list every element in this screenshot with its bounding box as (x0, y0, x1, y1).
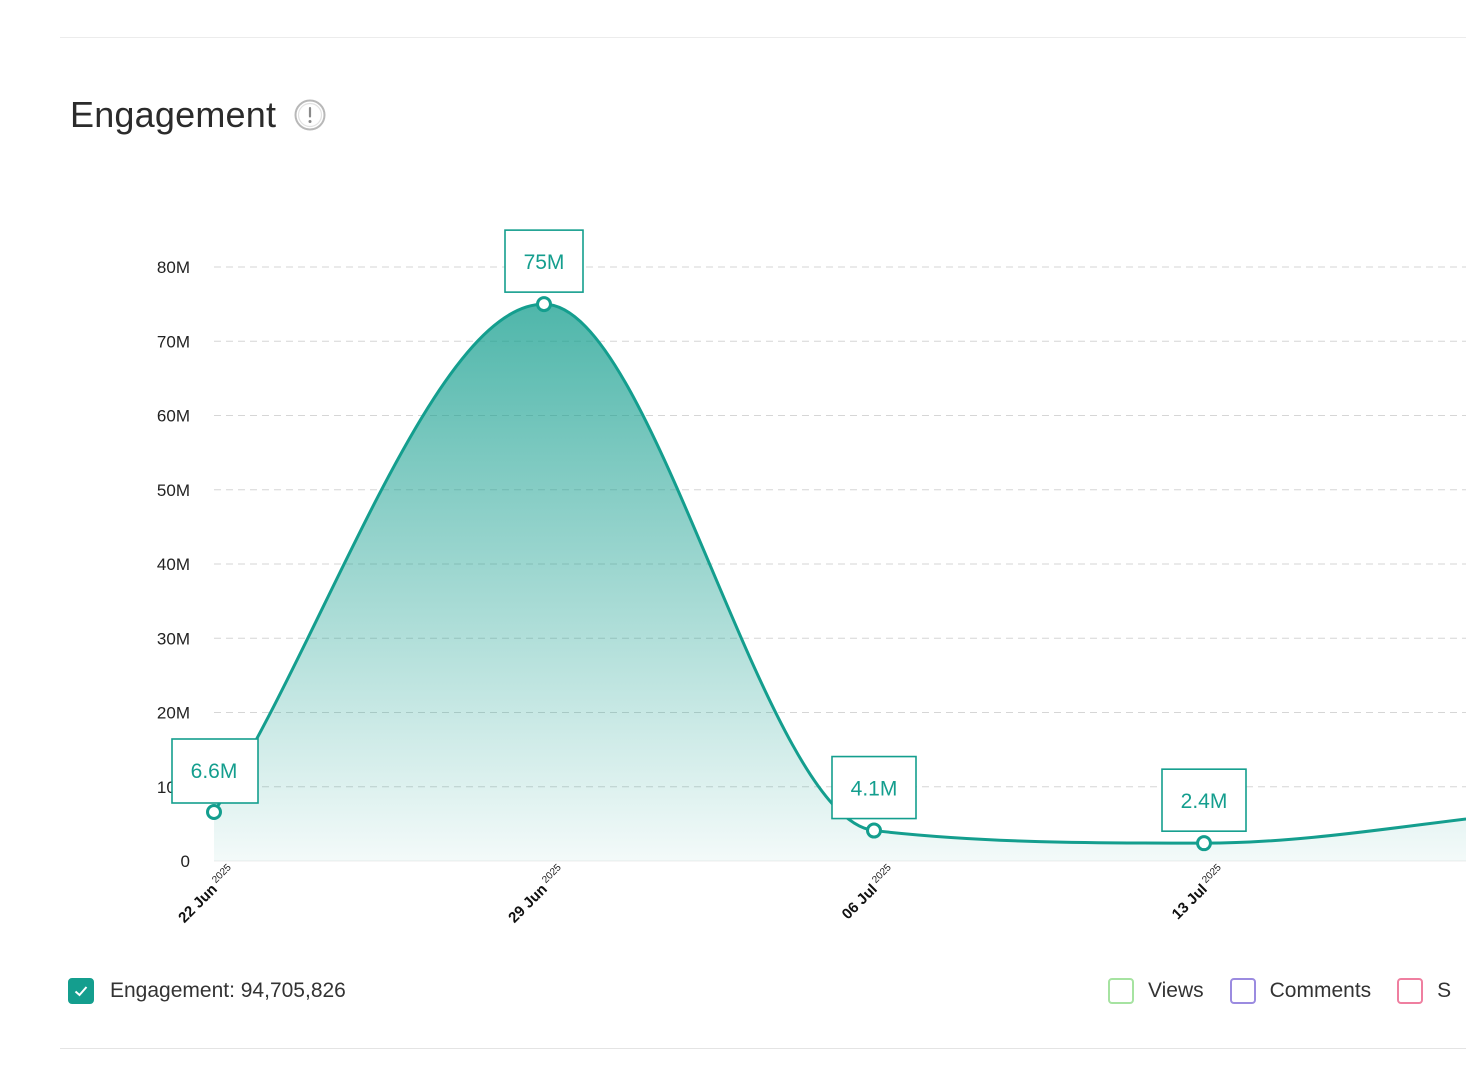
check-icon (74, 986, 88, 997)
y-tick-label: 80M (157, 258, 190, 277)
legend-third-metric[interactable]: S (1397, 978, 1451, 1004)
legend-engagement[interactable]: Engagement: 94,705,826 (68, 978, 346, 1004)
data-point[interactable] (866, 822, 882, 839)
bottom-divider (60, 1048, 1466, 1049)
y-tick-label: 60M (157, 407, 190, 426)
legend-views-label: Views (1148, 979, 1204, 1002)
comments-checkbox[interactable] (1229, 978, 1256, 1004)
value-label-box (504, 229, 584, 293)
x-tick-year: 2025 (540, 862, 564, 886)
legend-views[interactable]: Views (1108, 978, 1204, 1004)
y-tick-label: 30M (157, 629, 190, 648)
x-tick-date: 22 Jun (175, 881, 221, 927)
y-tick-label: 0 (181, 852, 190, 871)
x-tick-year: 2025 (1200, 862, 1224, 886)
value-label-box (831, 755, 917, 820)
data-point[interactable] (1196, 835, 1212, 852)
data-point[interactable] (206, 803, 222, 820)
legend-comments-label: Comments (1269, 979, 1372, 1002)
y-tick-label: 20M (157, 704, 190, 723)
value-label: 6.6M (191, 760, 238, 783)
x-tick-date: 29 Jun (505, 881, 551, 927)
x-tick-year: 2025 (210, 862, 234, 886)
value-label: 4.1M (851, 778, 898, 801)
x-tick-date: 06 Jul (839, 881, 881, 923)
chart-header: Engagement (70, 94, 326, 136)
value-label-box (1161, 768, 1247, 832)
value-label: 2.4M (1181, 790, 1228, 813)
y-tick-label: 40M (157, 555, 190, 574)
value-label: 75M (524, 251, 565, 274)
engagement-line (212, 302, 1466, 845)
third-metric-checkbox[interactable] (1397, 978, 1424, 1004)
data-point[interactable] (536, 296, 552, 313)
x-tick-date: 13 Jul (1169, 881, 1211, 923)
legend-comments[interactable]: Comments (1229, 978, 1372, 1004)
legend-engagement-label: Engagement: 94,705,826 (110, 979, 346, 1002)
engagement-area (214, 304, 1466, 861)
info-icon[interactable] (294, 99, 326, 131)
legend-other-metrics: Views Comments S (1108, 978, 1466, 1004)
y-tick-label: 50M (157, 481, 190, 500)
views-checkbox[interactable] (1108, 978, 1134, 1004)
legend-third-label: S (1437, 979, 1452, 1002)
x-tick-year: 2025 (870, 862, 894, 886)
value-label-box (171, 738, 259, 804)
top-divider (60, 37, 1466, 38)
engagement-checkbox[interactable] (68, 978, 94, 1004)
page-title: Engagement (70, 94, 277, 135)
y-tick-label: 70M (157, 332, 190, 351)
